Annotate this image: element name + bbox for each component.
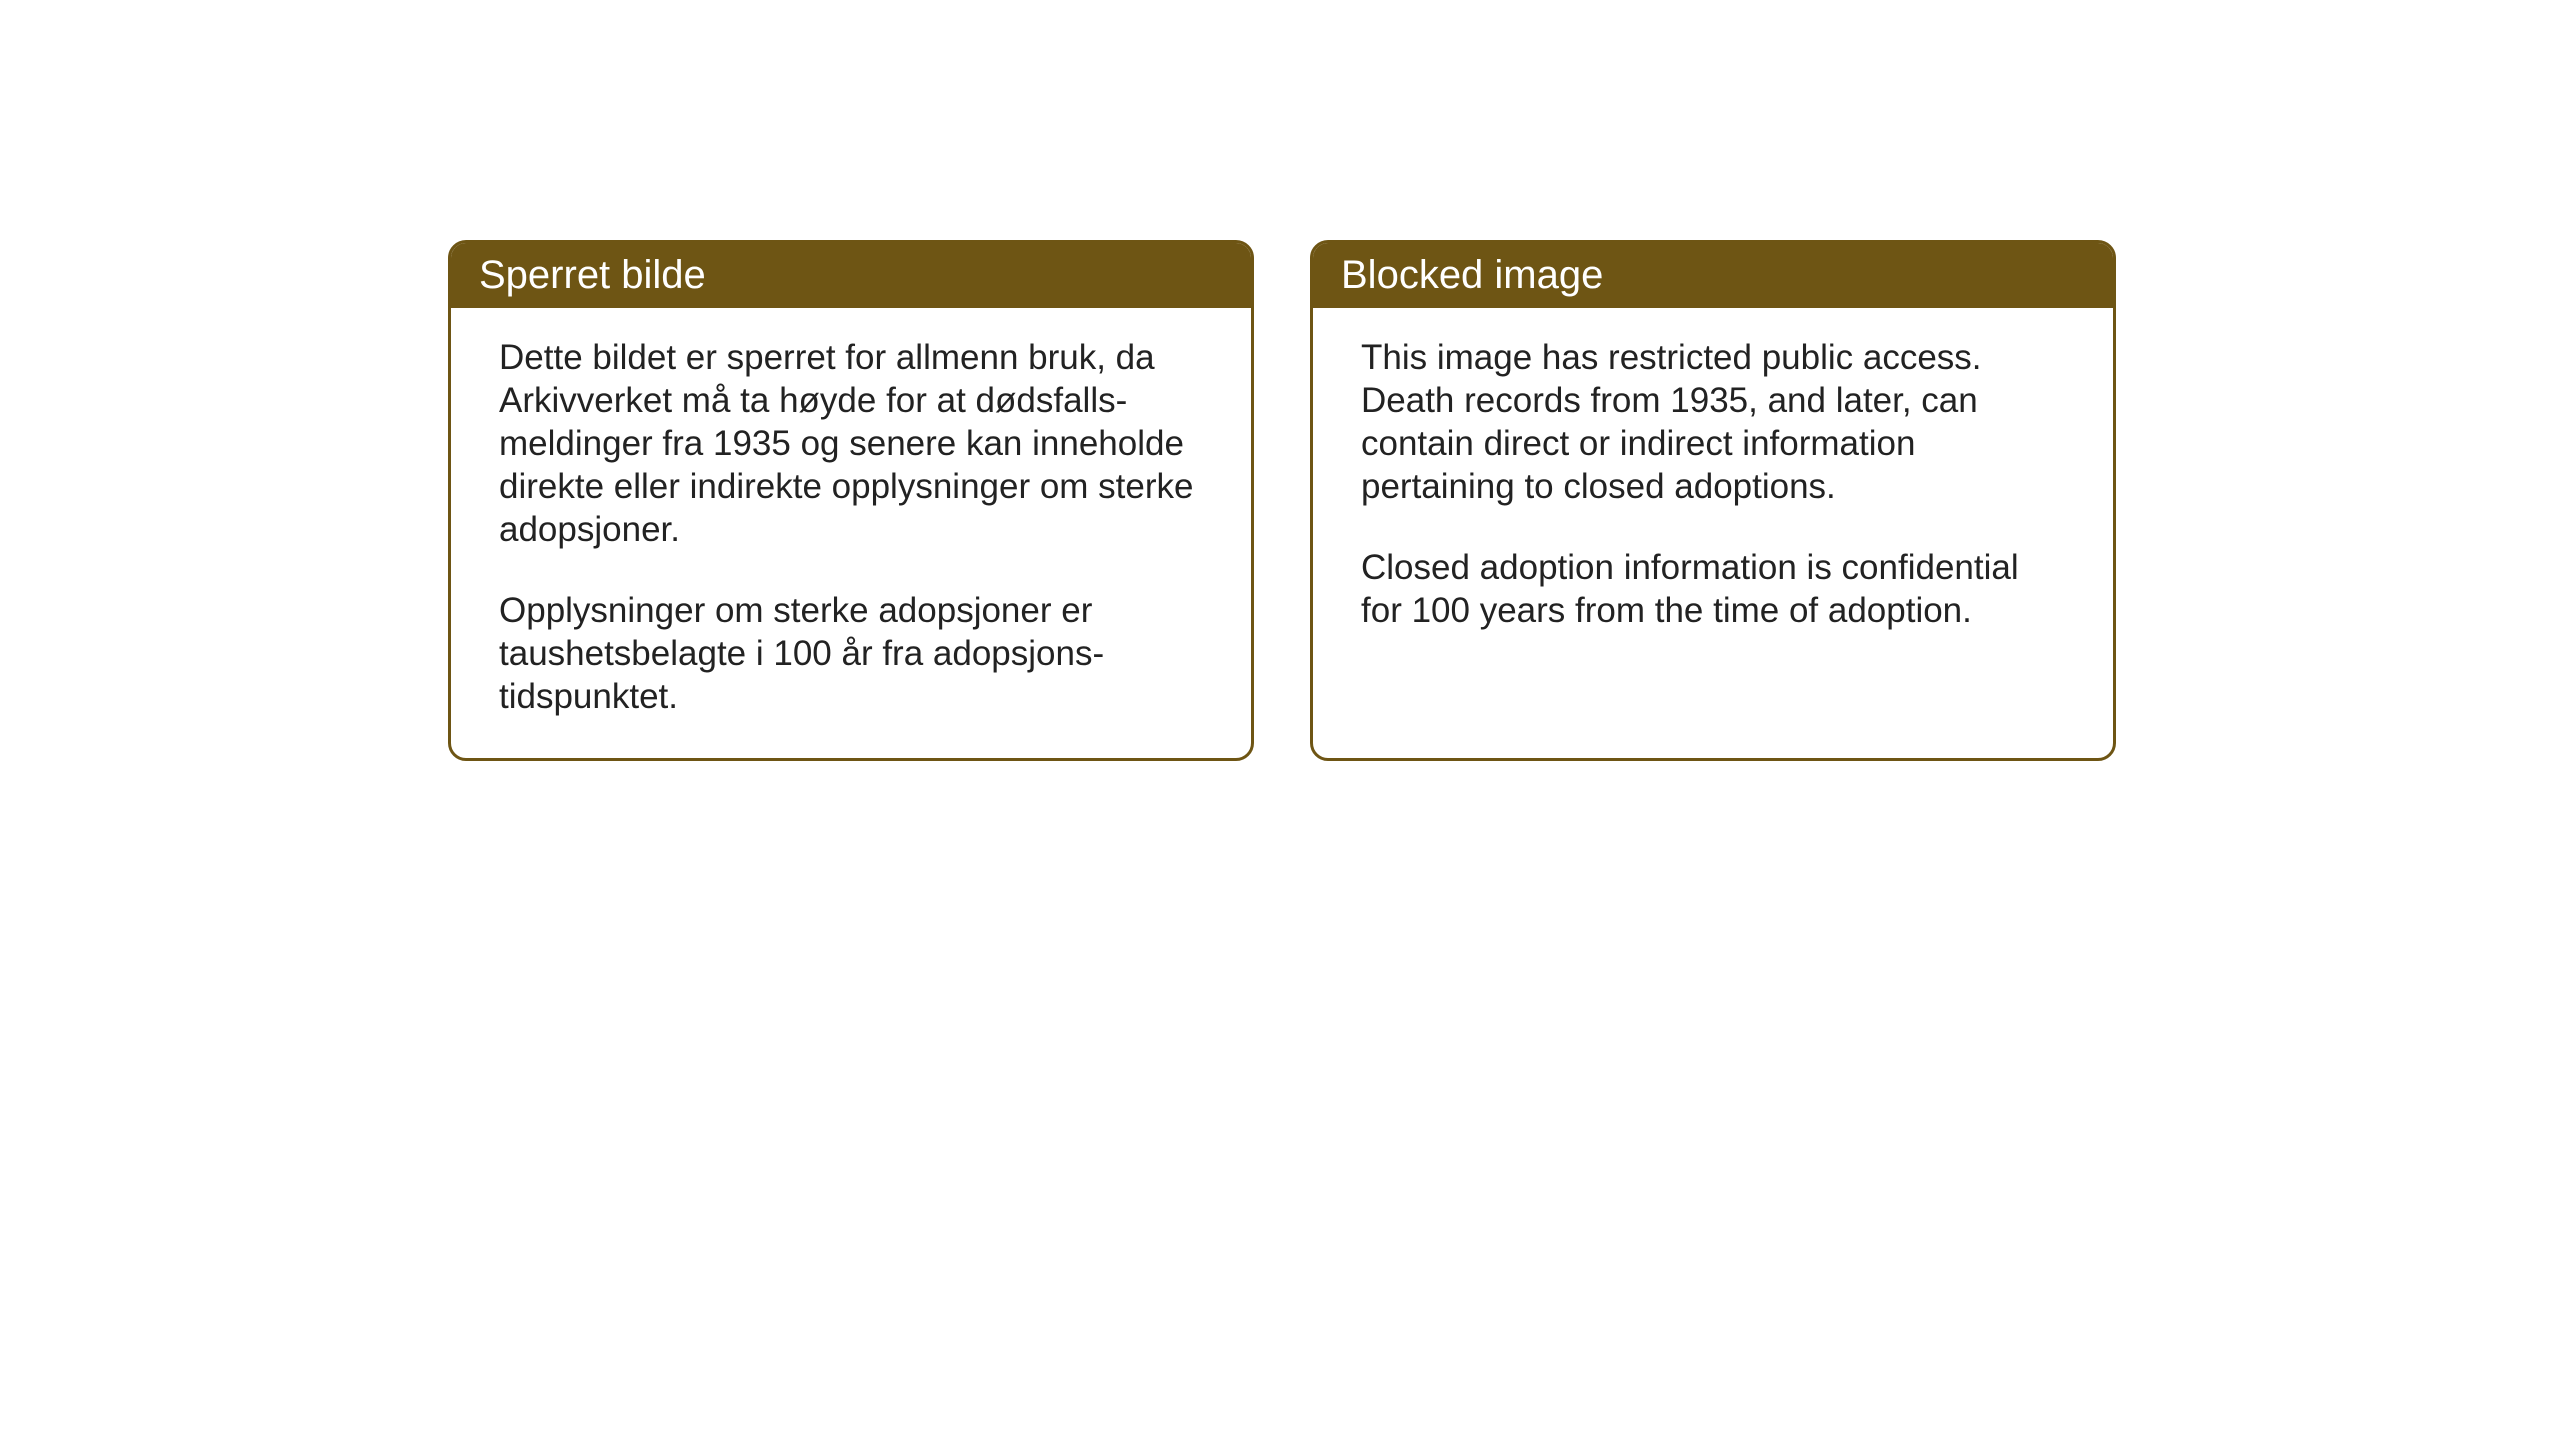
cards-container: Sperret bilde Dette bildet er sperret fo… [448,240,2116,761]
card-english-body: This image has restricted public access.… [1313,308,2113,672]
card-norwegian: Sperret bilde Dette bildet er sperret fo… [448,240,1254,761]
card-norwegian-body: Dette bildet er sperret for allmenn bruk… [451,308,1251,758]
card-norwegian-paragraph-1: Dette bildet er sperret for allmenn bruk… [499,336,1203,551]
card-english-paragraph-1: This image has restricted public access.… [1361,336,2065,508]
card-norwegian-title: Sperret bilde [479,253,706,297]
card-norwegian-paragraph-2: Opplysninger om sterke adopsjoner er tau… [499,589,1203,718]
card-english-paragraph-2: Closed adoption information is confident… [1361,546,2065,632]
card-english-header: Blocked image [1313,243,2113,308]
card-english-title: Blocked image [1341,253,1603,297]
card-norwegian-header: Sperret bilde [451,243,1251,308]
card-english: Blocked image This image has restricted … [1310,240,2116,761]
